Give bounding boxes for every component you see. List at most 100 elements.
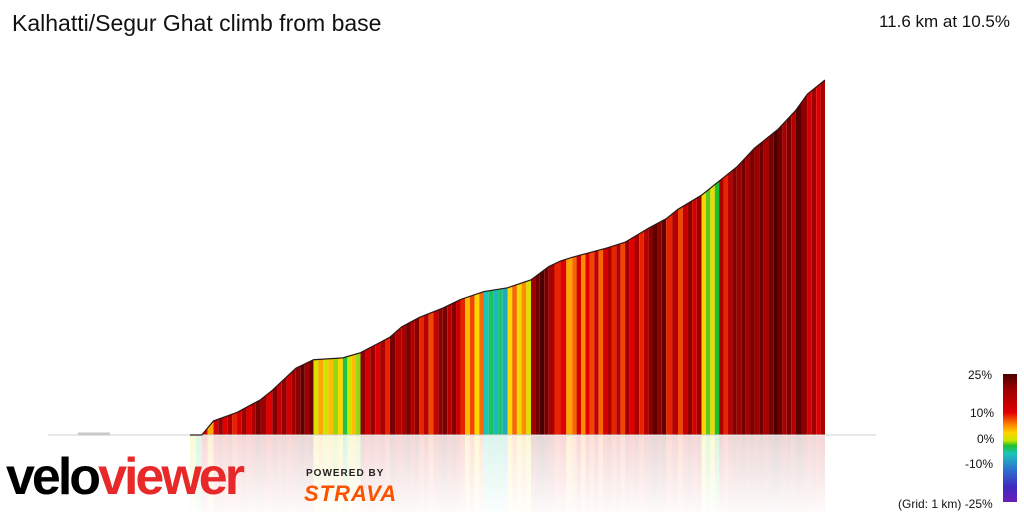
profile-segment xyxy=(295,366,301,435)
profile-segment xyxy=(213,419,219,435)
profile-segment xyxy=(479,291,484,435)
gradient-legend-bar xyxy=(1003,374,1017,502)
profile-segment xyxy=(251,402,256,435)
profile-segment xyxy=(732,166,737,435)
grid-note: (Grid: 1 km) -25% xyxy=(898,497,993,511)
profile-segment xyxy=(594,250,599,435)
profile-segment xyxy=(589,251,595,435)
reflection-fade xyxy=(40,436,890,512)
profile-segment xyxy=(507,286,513,435)
profile-segment xyxy=(385,337,390,435)
profile-segment xyxy=(754,144,760,435)
profile-segment xyxy=(365,347,371,435)
profile-segment xyxy=(370,344,376,435)
profile-segment xyxy=(410,319,415,435)
profile-segment xyxy=(750,148,755,435)
profile-segment xyxy=(465,296,470,435)
profile-segment xyxy=(442,305,448,435)
profile-segment xyxy=(260,395,267,435)
profile-segment xyxy=(456,299,461,435)
profile-segment xyxy=(807,90,812,435)
profile-segment xyxy=(560,259,567,435)
profile-segment xyxy=(424,313,429,435)
profile-segment xyxy=(227,414,233,435)
profile-segment xyxy=(414,317,420,435)
profile-segment xyxy=(291,368,296,435)
profile-segment xyxy=(360,350,366,435)
profile-segment xyxy=(255,399,261,435)
profile-segment xyxy=(791,110,796,435)
profile-segment xyxy=(356,352,361,435)
profile-segment xyxy=(723,174,728,435)
profile-segment xyxy=(759,140,764,435)
profile-bars xyxy=(201,80,825,436)
profile-segment xyxy=(318,359,324,435)
profile-segment xyxy=(493,289,499,435)
profile-segment xyxy=(451,301,457,435)
profile-segment xyxy=(611,245,617,435)
profile-segment xyxy=(741,157,746,436)
profile-segment xyxy=(585,252,590,435)
profile-segment xyxy=(428,311,434,435)
profile-segment xyxy=(380,339,386,435)
profile-segment xyxy=(566,257,573,435)
profile-segment xyxy=(576,254,581,435)
legend-label-minus10: -10% xyxy=(965,457,994,471)
profile-segment xyxy=(323,358,329,435)
profile-segment xyxy=(328,358,334,435)
profile-segment xyxy=(266,390,273,435)
profile-segment xyxy=(643,228,649,435)
profile-segment xyxy=(232,412,238,435)
profile-segment xyxy=(672,209,679,435)
profile-segment xyxy=(375,342,381,435)
profile-segment xyxy=(281,377,287,435)
profile-segment xyxy=(661,218,667,435)
legend-label-25: 25% xyxy=(968,368,993,382)
profile-segment xyxy=(351,354,357,435)
profile-segment xyxy=(548,263,555,435)
profile-segment xyxy=(241,407,247,435)
profile-segment xyxy=(333,358,338,435)
logo-part-viewer: viewer xyxy=(98,448,245,506)
profile-segment xyxy=(521,281,527,435)
profile-segment xyxy=(795,102,802,435)
profile-segment xyxy=(277,381,282,435)
profile-segment xyxy=(218,417,223,435)
profile-segment xyxy=(460,297,466,435)
profile-segment xyxy=(401,324,407,435)
profile-segment xyxy=(607,246,612,435)
profile-segment xyxy=(474,293,480,435)
profile-segment xyxy=(629,236,635,435)
page-title: Kalhatti/Segur Ghat climb from base xyxy=(12,10,382,36)
profile-segment xyxy=(603,247,608,435)
climb-summary: 11.6 km at 10.5% xyxy=(878,12,1010,31)
profile-segment xyxy=(539,269,545,435)
logo-part-velo: velo xyxy=(6,448,101,506)
profile-segment xyxy=(786,115,792,436)
profile-segment xyxy=(687,200,693,435)
profile-segment xyxy=(207,420,214,435)
profile-segment xyxy=(572,256,577,435)
profile-segment xyxy=(433,309,439,435)
profile-segment xyxy=(768,133,774,435)
profile-segment xyxy=(620,242,626,435)
profile-segment xyxy=(710,184,715,435)
legend-label-0: 0% xyxy=(977,432,995,446)
profile-segment xyxy=(701,191,706,435)
profile-segment xyxy=(389,332,396,435)
profile-segment xyxy=(502,287,508,435)
profile-segment xyxy=(782,119,787,435)
profile-segment xyxy=(696,195,702,435)
profile-segment xyxy=(406,322,411,435)
profile-segment xyxy=(657,221,662,435)
profile-segment xyxy=(272,385,278,435)
profile-segment xyxy=(653,223,658,435)
profile-segment xyxy=(516,283,522,435)
profile-segment xyxy=(488,290,494,435)
profile-segment xyxy=(300,364,305,435)
profile-segment xyxy=(648,225,654,435)
profile-segment xyxy=(801,94,808,435)
profile-segment xyxy=(816,83,821,435)
profile-segment xyxy=(309,359,314,435)
